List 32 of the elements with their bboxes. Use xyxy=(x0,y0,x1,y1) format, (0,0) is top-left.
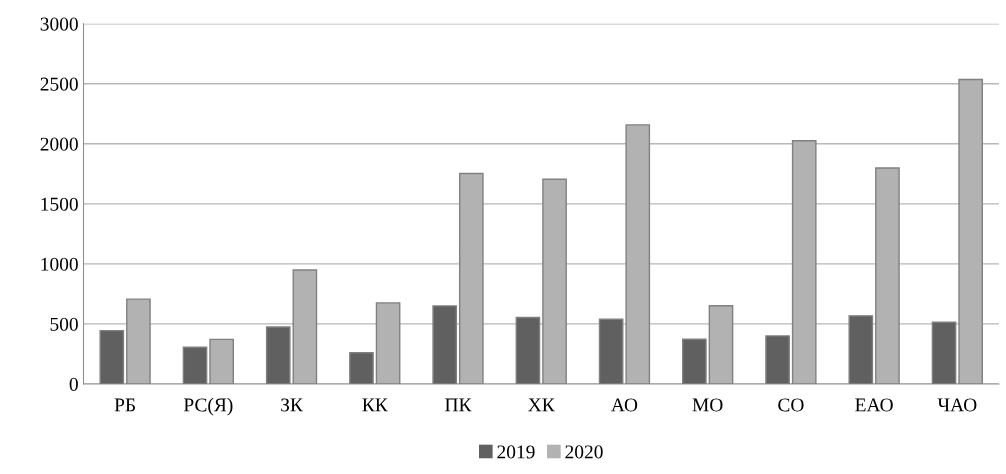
bar xyxy=(682,338,707,384)
x-tick-label: АО xyxy=(611,398,638,412)
x-tick-label: РС(Я) xyxy=(183,397,233,416)
bar xyxy=(515,316,541,384)
bar xyxy=(99,329,125,384)
y-tick-label: 1000 xyxy=(41,257,78,271)
y-tick-label: 2500 xyxy=(40,77,78,91)
bar xyxy=(349,352,374,384)
legend-label: 2019 xyxy=(497,445,535,459)
bar xyxy=(432,305,458,384)
x-tick-label: СО xyxy=(778,398,804,412)
bar xyxy=(848,315,874,384)
x-tick-label: РБ xyxy=(114,398,135,412)
x-tick-label: ЕАО xyxy=(855,398,893,412)
y-tick-label: 0 xyxy=(69,377,78,391)
bar xyxy=(765,335,790,384)
x-tick-label: ЧАО xyxy=(937,398,977,412)
y-tick-label: 500 xyxy=(50,317,78,331)
y-tick-label: 2000 xyxy=(40,137,78,151)
y-tick-label: 1500 xyxy=(41,197,78,211)
x-tick-label: ПК xyxy=(445,398,472,412)
x-tick-label: КК xyxy=(362,398,388,412)
x-tick-label: МО xyxy=(692,398,723,412)
x-tick-label: ХК xyxy=(528,398,555,412)
bar xyxy=(182,346,208,384)
bar xyxy=(598,318,624,384)
bar xyxy=(931,321,957,384)
legend-label: 2020 xyxy=(565,445,603,459)
bar xyxy=(209,338,234,384)
x-tick-label: ЗК xyxy=(281,398,303,412)
bar xyxy=(265,326,291,384)
y-tick-label: 3000 xyxy=(40,17,78,31)
